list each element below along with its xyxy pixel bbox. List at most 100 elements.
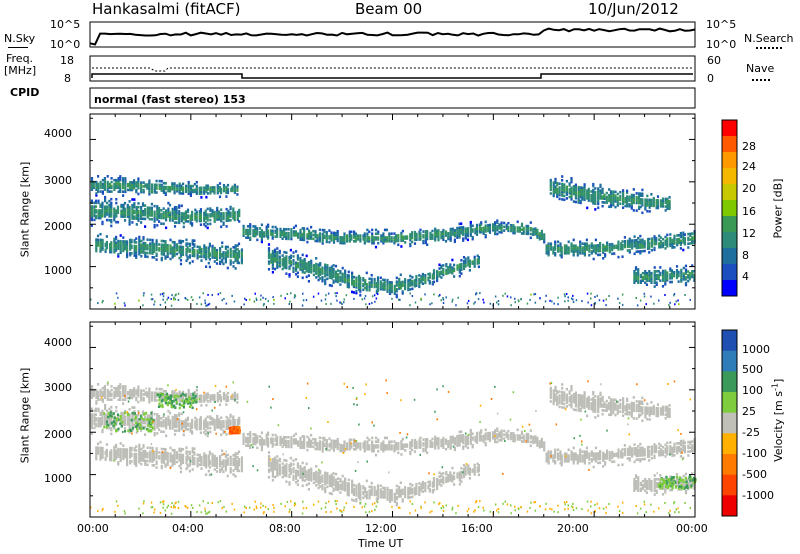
velocity-cell: [462, 441, 465, 445]
velocity-cell: [117, 449, 120, 453]
power-cell: [330, 271, 333, 274]
power-cell: [664, 239, 667, 243]
power-cell: [354, 238, 357, 241]
velocity-cell: [124, 453, 127, 457]
power-cell: [104, 242, 107, 246]
velocity-cell: [480, 435, 483, 438]
velocity-cell: [597, 454, 600, 457]
power-cell: [612, 199, 615, 203]
power-cell: [462, 225, 465, 229]
velocity-cell: [480, 431, 483, 434]
power-cell: [94, 201, 98, 205]
power-cell: [236, 251, 239, 255]
power-cell: [116, 207, 120, 211]
power-cell: [567, 246, 570, 249]
power-cell: [122, 242, 125, 245]
power-cell: [213, 210, 216, 214]
power-cell: [133, 179, 136, 182]
power-cell: [166, 249, 169, 253]
power-cell: [689, 298, 691, 301]
power-cell: [216, 184, 219, 187]
power-cell: [543, 235, 546, 238]
velocity-cell: [260, 431, 263, 435]
power-cell: [677, 274, 680, 278]
power-cell: [370, 277, 373, 281]
power-cell: [359, 240, 362, 243]
power-cell: [245, 236, 248, 239]
power-cell: [462, 231, 465, 235]
power-cbar-tick-16: 16: [742, 205, 756, 218]
velocity-cell: [466, 446, 469, 450]
power-cell: [453, 275, 456, 278]
velocity-cell: [460, 434, 463, 437]
power-cell: [240, 250, 243, 253]
power-cell: [138, 247, 141, 250]
power-cell: [570, 177, 573, 180]
power-cell: [617, 297, 619, 300]
power-cell: [101, 209, 104, 212]
power-cell: [371, 238, 374, 241]
power-cell: [276, 229, 279, 233]
power-cell: [666, 203, 669, 207]
power-cell: [653, 285, 656, 288]
velocity-cell: [226, 463, 229, 466]
velocity-cell: [160, 455, 163, 458]
power-cell: [422, 236, 425, 239]
velocity-ytick-2000: 2000: [44, 428, 72, 441]
velocity-cell: [415, 446, 418, 449]
power-cell: [97, 209, 100, 212]
velocity-cell: [222, 459, 225, 462]
velocity-cell: [451, 435, 454, 439]
power-cell: [603, 197, 606, 200]
velocity-cell: [570, 452, 573, 455]
power-cell: [95, 246, 98, 249]
velocity-cell: [377, 444, 380, 447]
power-cell: [138, 235, 141, 239]
power-cell: [180, 214, 183, 217]
power-cell: [129, 252, 132, 255]
power-cell: [321, 270, 324, 273]
power-cell: [390, 281, 393, 284]
power-cell: [380, 236, 383, 239]
power-cell: [373, 294, 376, 297]
power-cell: [267, 262, 271, 265]
power-cell: [332, 241, 336, 244]
power-cell: [173, 206, 177, 209]
power-cell: [330, 275, 333, 278]
power-cell: [330, 237, 333, 240]
power-cell: [211, 209, 214, 212]
power-cell: [140, 185, 143, 188]
power-cell: [683, 242, 686, 246]
power-cell: [447, 233, 450, 237]
power-cell: [635, 242, 638, 246]
power-cell: [232, 265, 235, 268]
power-cell: [171, 248, 174, 251]
power-cell: [99, 214, 102, 218]
velocity-cell: [332, 439, 336, 443]
power-cell: [328, 240, 331, 244]
power-cell: [351, 281, 354, 284]
velocity-cell: [173, 456, 176, 460]
velocity-cell: [346, 448, 349, 451]
power-cell: [614, 200, 617, 203]
power-cell: [469, 230, 472, 234]
power-cell: [398, 281, 401, 285]
power-cell: [211, 188, 214, 191]
velocity-cell: [516, 438, 519, 441]
velocity-cell: [267, 433, 270, 437]
power-cell: [688, 277, 691, 281]
power-cell: [153, 214, 156, 217]
power-cell: [167, 207, 170, 211]
power-cell: [390, 290, 393, 294]
velocity-cell: [536, 436, 539, 440]
power-cell: [178, 210, 181, 213]
power-cell: [678, 303, 680, 306]
velocity-cell: [332, 443, 336, 446]
power-cell: [418, 281, 421, 285]
power-cell: [536, 230, 539, 234]
power-cell: [602, 247, 605, 251]
velocity-cell: [188, 464, 191, 467]
velocity-cell: [246, 436, 250, 440]
power-cell: [644, 200, 647, 203]
power-cell: [394, 236, 398, 239]
